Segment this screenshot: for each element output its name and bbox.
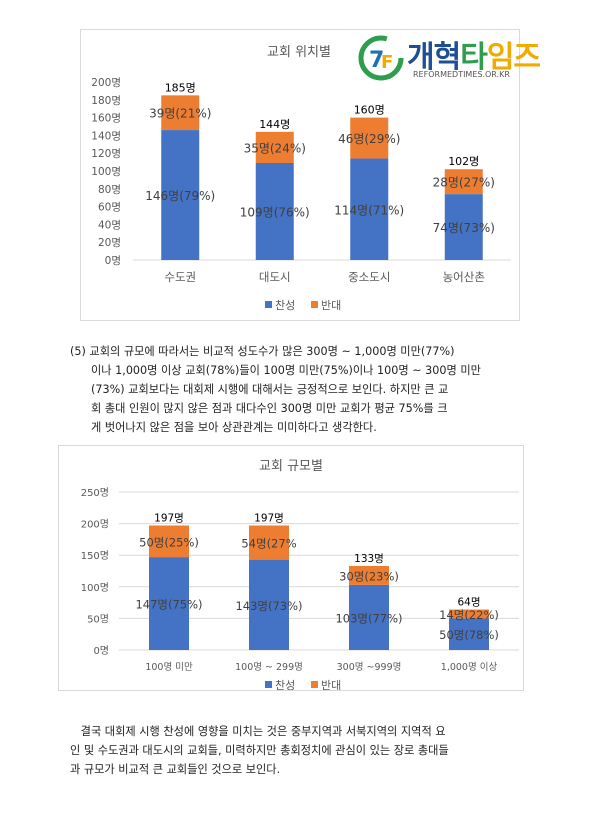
- legend-swatch-oppose: [311, 681, 318, 688]
- data-label-oppose: 54명(27%: [241, 537, 296, 551]
- data-label-total: 144명: [259, 118, 290, 131]
- chart-by-location-svg: 교회 위치별 0명 20명 40명 60명 80명 100명 120명 140명 160명 180명…: [91, 45, 511, 312]
- y-tick-label: 140명: [91, 130, 121, 142]
- y-tick-label: 160명: [91, 113, 121, 125]
- data-label-total: 64명: [457, 597, 480, 609]
- y-tick-label: 100명: [91, 166, 121, 178]
- data-label-agree: 50명(78%): [439, 628, 499, 642]
- paragraph-line: 회 총대 인원이 많지 않은 점과 대다수인 300명 미만 교회가 평균 75…: [91, 402, 448, 415]
- y-tick-label: 120명: [91, 148, 121, 160]
- y-tick-label: 50명: [87, 613, 109, 625]
- bar-oppose: [249, 525, 289, 560]
- data-label-agree: 103명(77%): [335, 611, 402, 625]
- legend-swatch-agree: [265, 681, 272, 688]
- y-tick-label: 0명: [105, 255, 121, 267]
- y-tick-label: 200명: [81, 519, 109, 531]
- y-tick-label: 60명: [98, 202, 121, 214]
- bar-oppose: [449, 609, 489, 619]
- paragraph-church-size: (5) 교회의 규모에 따라서는 비교적 성도수가 많은 300명 ~ 1,00…: [70, 342, 528, 437]
- y-tick-label: 100명: [81, 582, 109, 594]
- chart-by-size: 교회 규모별 0명 50명 100명 150명 200명 250명 147명(75%) 50명(…: [58, 445, 524, 691]
- x-tick-label: 수도권: [164, 270, 196, 284]
- data-label-agree: 114명(71%): [334, 203, 404, 217]
- legend-swatch-agree: [265, 301, 272, 308]
- data-label-total: 185명: [165, 81, 196, 94]
- data-label-agree: 147명(75%): [135, 598, 202, 612]
- y-tick-label: 150명: [81, 550, 109, 562]
- x-tick-label: 100명 ~ 299명: [235, 662, 303, 673]
- x-tick-label: 300명 ~999명: [337, 662, 402, 673]
- svg-text:7: 7: [369, 48, 384, 73]
- data-label-total: 197명: [154, 512, 184, 524]
- data-label-oppose: 35명(24%): [244, 141, 306, 155]
- chart-by-size-svg: 교회 규모별 0명 50명 100명 150명 200명 250명 147명(75%) 50명(…: [81, 459, 519, 690]
- bar-oppose: [444, 169, 483, 195]
- bar-oppose: [350, 117, 389, 159]
- data-label-total: 102명: [448, 155, 479, 168]
- data-label-oppose: 39명(21%): [149, 107, 211, 121]
- chart-by-location: 교회 위치별 0명 20명 40명 60명 80명 100명 120명 140명 160명 180명…: [80, 29, 520, 321]
- bar-agree: [444, 194, 483, 260]
- data-label-total: 197명: [254, 512, 284, 524]
- bar-oppose: [349, 565, 389, 585]
- logo-wordmark: 개혁타임즈: [407, 40, 541, 75]
- svg-text:F: F: [381, 52, 393, 73]
- paragraph-conclusion: 결국 대회제 시행 찬성에 영향을 미치는 것은 중부지역과 서북지역의 지역적…: [70, 722, 528, 779]
- data-label-agree: 109명(76%): [240, 205, 310, 219]
- bar-oppose: [255, 131, 294, 163]
- y-tick-label: 200명: [91, 77, 121, 89]
- y-tick-label: 80명: [98, 184, 121, 196]
- bar-agree: [149, 557, 189, 650]
- legend-label-agree: 찬성: [275, 298, 295, 312]
- bar-agree: [350, 158, 389, 260]
- y-tick-label: 20명: [98, 237, 121, 249]
- data-label-total: 160명: [354, 104, 385, 117]
- data-label-oppose: 30명(23%): [339, 569, 399, 583]
- paragraph-line: 이나 1,000명 이상 교회(78%)들이 100명 미만(75%)이나 10…: [91, 364, 481, 377]
- legend-label-oppose: 반대: [321, 299, 341, 312]
- data-label-oppose: 14명(22%): [439, 608, 499, 622]
- x-tick-label: 1,000명 이상: [441, 662, 498, 673]
- bar-agree: [249, 559, 289, 650]
- bar-agree: [449, 618, 489, 650]
- y-tick-label: 0명: [93, 645, 109, 657]
- chart-title: 교회 위치별: [267, 45, 331, 60]
- logo-icon: 7 F: [358, 35, 404, 81]
- bar-oppose: [161, 95, 200, 131]
- data-label-total: 133명: [354, 553, 384, 565]
- bar-agree: [349, 584, 389, 650]
- y-tick-label: 40명: [98, 219, 121, 231]
- paragraph-line: (5) 교회의 규모에 따라서는 비교적 성도수가 많은 300명 ~ 1,00…: [70, 345, 455, 358]
- data-label-oppose: 50명(25%): [139, 535, 199, 549]
- data-label-oppose: 46명(29%): [338, 132, 400, 146]
- paragraph-line: 인 및 수도권과 대도시의 교회들, 미력하지만 총회정치에 관심이 있는 장로…: [70, 744, 449, 757]
- paragraph-line: 게 벗어나지 않은 점을 보아 상관관계는 미미하다고 생각한다.: [91, 421, 377, 434]
- paragraph-line: (73%) 교회보다는 대회제 시행에 대해서는 긍정적으로 보인다. 하지만 …: [91, 383, 449, 396]
- data-label-agree: 143명(73%): [235, 599, 302, 613]
- chart-title: 교회 규모별: [259, 459, 323, 474]
- bar-agree: [255, 162, 294, 260]
- legend-label-agree: 찬성: [275, 678, 295, 690]
- paragraph-line: 결국 대회제 시행 찬성에 영향을 미치는 것은 중부지역과 서북지역의 지역적…: [70, 725, 446, 738]
- reformed-times-logo: 7 F 개혁타임즈 REFORMEDTIMES.OR.KR: [357, 30, 567, 88]
- data-label-agree: 74명(73%): [433, 221, 495, 235]
- legend-swatch-oppose: [311, 301, 318, 308]
- data-label-oppose: 28명(27%): [433, 176, 495, 190]
- bar-agree: [161, 130, 200, 260]
- x-tick-label: 중소도시: [348, 270, 390, 284]
- x-tick-label: 100명 미만: [145, 662, 193, 673]
- logo-url: REFORMEDTIMES.OR.KR: [413, 70, 510, 79]
- paragraph-line: 과 규모가 비교적 큰 교회들인 것으로 보인다.: [70, 763, 281, 776]
- y-tick-label: 180명: [91, 95, 121, 107]
- legend-label-oppose: 반대: [321, 679, 341, 690]
- bar-oppose: [149, 525, 189, 558]
- x-tick-label: 농어산촌: [443, 270, 485, 284]
- x-tick-label: 대도시: [259, 270, 291, 284]
- y-tick-label: 250명: [81, 487, 109, 499]
- data-label-agree: 146명(79%): [145, 189, 215, 203]
